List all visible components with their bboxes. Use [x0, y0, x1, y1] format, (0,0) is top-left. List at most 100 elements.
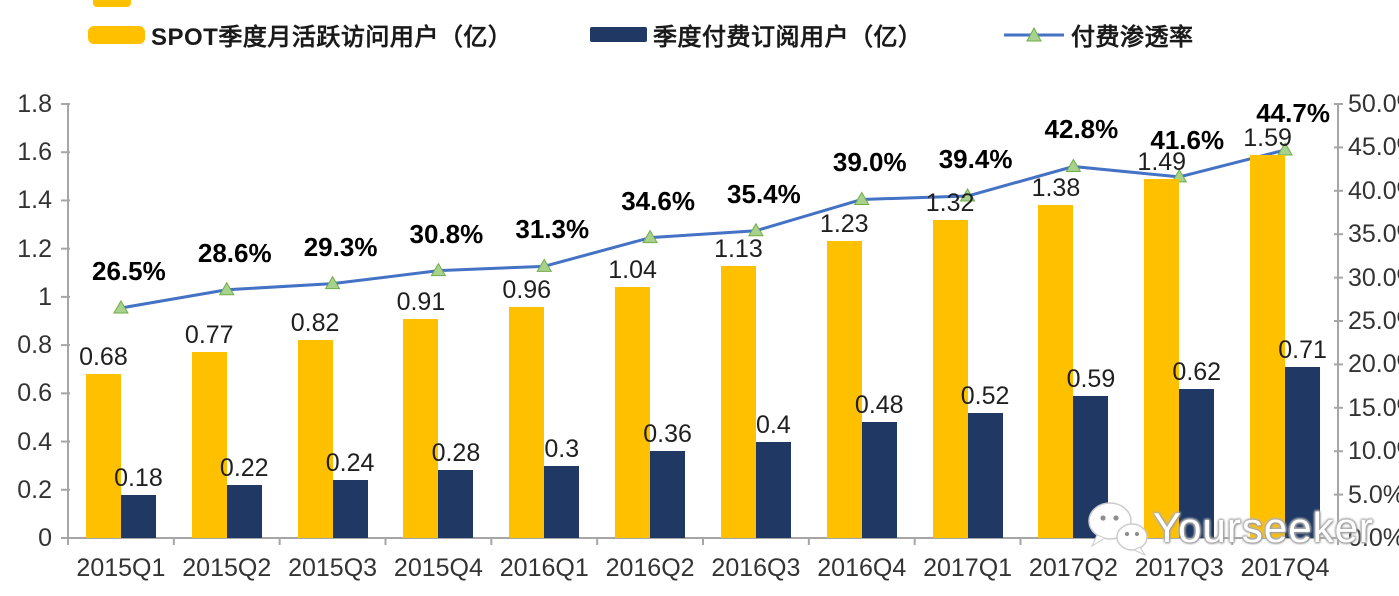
bar-label-subs-2015Q4: 0.28 [431, 439, 481, 468]
y-left-tick-label: 1 [38, 282, 52, 311]
bar-label-subs-2015Q3: 0.24 [325, 449, 375, 478]
bar-subs-2016Q4 [861, 422, 897, 538]
line-marker [536, 258, 553, 272]
x-tick-label-2017Q1: 2017Q1 [923, 554, 1013, 582]
y-left-tick-label: 1.8 [17, 90, 52, 118]
legend-label-mau: SPOT季度月活跃访问用户（亿） [151, 24, 513, 51]
watermark-text: Yourseeker [1153, 504, 1374, 551]
legend-item-penetration: 付费渗透率 [1003, 17, 1194, 52]
y-left-tick-label: 1.2 [17, 234, 52, 263]
x-tick-label-2016Q3: 2016Q3 [711, 554, 801, 582]
y-right-tick-label: 50.0% [1348, 90, 1399, 118]
legend-label-penetration: 付费渗透率 [1071, 24, 1194, 51]
bar-mau-2015Q1 [85, 374, 121, 538]
y-left-tick-label: 0.8 [17, 331, 52, 360]
bar-mau-2015Q2 [191, 352, 227, 538]
legend-swatch-mau [88, 25, 145, 44]
line-marker [959, 188, 976, 202]
y-right-tick-label: 40.0% [1348, 176, 1399, 205]
bar-mau-2015Q4 [403, 318, 439, 538]
x-tick-label-2017Q2: 2017Q2 [1028, 554, 1118, 582]
bar-label-mau-2015Q4: 0.91 [396, 287, 446, 316]
legend-line-marker [1004, 26, 1064, 41]
bar-mau-2016Q3 [720, 265, 756, 538]
legend-label-subs: 季度付费订阅用户（亿） [653, 24, 923, 51]
pct-label-2015Q2: 28.6% [197, 237, 272, 268]
bar-label-subs-2017Q4: 0.71 [1278, 335, 1327, 364]
bar-label-mau-2015Q1: 0.68 [79, 343, 128, 372]
y-right-tick-label: 15.0% [1348, 393, 1399, 422]
bar-subs-2017Q1 [967, 412, 1003, 538]
pct-label-2017Q2: 42.8% [1044, 114, 1119, 145]
top-left-yellow-sliver [93, 0, 131, 7]
bar-subs-2015Q3 [332, 480, 368, 538]
y-right-tick-label: 0.0% [1348, 524, 1399, 552]
pct-label-2016Q3: 35.4% [727, 178, 801, 209]
bar-label-mau-2016Q2: 1.04 [608, 256, 657, 285]
y-right-tick-label: 35.0% [1348, 220, 1399, 249]
x-tick-label-2015Q1: 2015Q1 [76, 554, 166, 582]
pct-label-2015Q3: 29.3% [303, 231, 378, 262]
y-left-tick-label: 0.6 [17, 379, 52, 408]
y-right-tick-label: 5.0% [1348, 480, 1399, 509]
bar-mau-2016Q4 [826, 241, 862, 538]
line-marker [642, 229, 658, 244]
bar-label-mau-2017Q2: 1.38 [1031, 174, 1081, 203]
bar-mau-2016Q1 [509, 306, 545, 538]
bar-mau-2015Q3 [297, 340, 333, 538]
bar-subs-2016Q2 [650, 451, 686, 538]
bar-label-subs-2016Q3: 0.4 [756, 410, 791, 439]
pct-label-2017Q1: 39.4% [938, 144, 1013, 174]
legend-item-mau: SPOT季度月活跃访问用户（亿） [88, 17, 512, 52]
y-right-tick-label: 25.0% [1348, 307, 1399, 335]
y-left-tick-label: 1.6 [17, 138, 52, 167]
pct-label-2015Q1: 26.5% [92, 255, 166, 286]
x-tick-label-2015Q4: 2015Q4 [393, 554, 483, 582]
line-marker [324, 275, 341, 290]
bar-mau-2017Q2 [1038, 205, 1074, 538]
x-tick-label-2015Q2: 2015Q2 [182, 554, 272, 582]
pct-label-2015Q4: 30.8% [409, 218, 484, 249]
bar-label-mau-2015Q2: 0.77 [184, 321, 234, 350]
y-right-tick-label: 10.0% [1348, 437, 1399, 466]
x-tick-label-2016Q4: 2016Q4 [817, 554, 907, 582]
x-tick-label-2017Q3: 2017Q3 [1134, 554, 1224, 582]
bar-label-mau-2017Q4: 1.59 [1243, 123, 1292, 152]
x-tick-label-2016Q2: 2016Q2 [605, 554, 695, 582]
x-tick-label-2017Q4: 2017Q4 [1240, 554, 1330, 582]
x-tick-label-2015Q3: 2015Q3 [288, 554, 378, 582]
line-marker [113, 299, 129, 314]
line-marker [1277, 142, 1293, 156]
y-left-tick-label: 0 [38, 524, 52, 552]
legend-swatch-subs [590, 27, 647, 42]
bar-label-subs-2017Q1: 0.52 [960, 381, 1010, 410]
pct-label-2016Q2: 34.6% [621, 185, 695, 216]
bar-label-mau-2015Q3: 0.82 [290, 309, 340, 338]
bar-label-mau-2016Q1: 0.96 [502, 275, 552, 304]
bar-label-subs-2016Q2: 0.36 [643, 420, 692, 449]
bar-mau-2016Q2 [615, 287, 651, 538]
bar-subs-2015Q2 [226, 484, 262, 538]
bar-label-subs-2017Q3: 0.62 [1172, 357, 1222, 386]
x-tick-label-2016Q1: 2016Q1 [499, 554, 589, 582]
bar-label-subs-2016Q1: 0.3 [544, 434, 580, 463]
bar-label-mau-2016Q3: 1.13 [714, 234, 763, 263]
pct-label-2017Q3: 41.6% [1150, 124, 1225, 155]
bar-mau-2017Q3 [1144, 178, 1180, 538]
bar-subs-2017Q4 [1285, 366, 1321, 538]
bar-mau-2017Q4 [1250, 154, 1286, 538]
y-right-tick-label: 45.0% [1348, 133, 1399, 162]
line-marker [430, 262, 447, 277]
bar-label-subs-2016Q4: 0.48 [854, 391, 904, 420]
bar-label-mau-2017Q1: 1.32 [925, 188, 975, 217]
bar-label-subs-2015Q2: 0.22 [219, 453, 269, 482]
legend-item-subs: 季度付费订阅用户（亿） [590, 17, 923, 52]
y-right-tick-label: 20.0% [1348, 350, 1399, 379]
y-left-tick-label: 0.4 [17, 427, 52, 456]
y-left-tick-label: 1.4 [17, 186, 52, 215]
watermark: Yourseeker [1085, 498, 1374, 558]
wechat-icon [1088, 502, 1148, 557]
bar-label-subs-2017Q2: 0.59 [1066, 364, 1116, 393]
line-marker [1065, 158, 1082, 172]
